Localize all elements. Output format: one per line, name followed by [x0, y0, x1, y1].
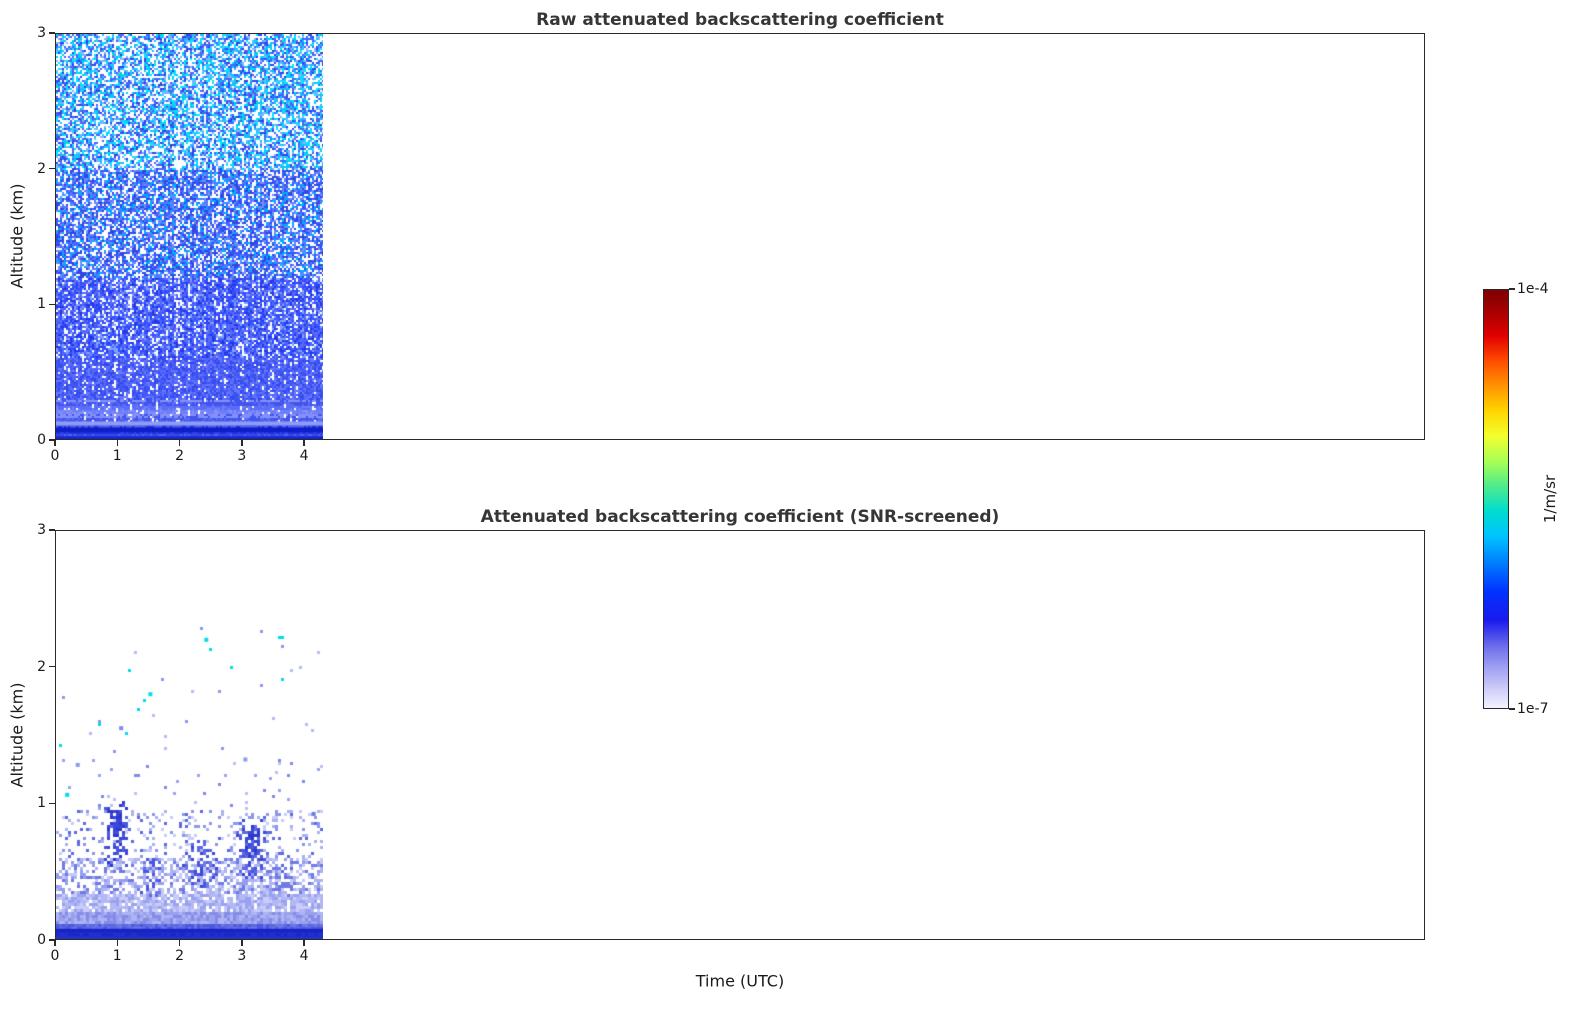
x-tick-mark: [303, 940, 305, 946]
x-tick-label: 3: [237, 448, 247, 464]
colorbar-max-label: 1e-4: [1517, 281, 1549, 297]
raw-panel-title: Raw attenuated backscattering coefficien…: [536, 10, 944, 30]
y-tick-label: 1: [37, 795, 46, 812]
colorbar-unit-label: 1/m/sr: [1541, 474, 1559, 524]
y-tick-label: 3: [37, 25, 46, 41]
x-tick-label: 0: [50, 948, 60, 964]
y-tick-mark: [49, 802, 55, 805]
time-axis-label: Time (UTC): [695, 971, 785, 991]
x-tick-label: 0: [50, 448, 60, 464]
screened-heatmap: [56, 531, 323, 939]
x-tick-mark: [241, 440, 243, 446]
raw-heatmap: [56, 34, 323, 439]
x-tick-mark: [54, 440, 56, 446]
raw-plot-area: [55, 33, 1425, 440]
colorbar-min-label: 1e-7: [1517, 701, 1549, 717]
y-tick-mark: [49, 303, 55, 306]
x-tick-mark: [178, 940, 181, 946]
x-tick-label: 4: [299, 948, 309, 964]
y-tick-label: 3: [37, 522, 46, 538]
y-tick-mark: [49, 32, 55, 34]
colorbar: [1483, 289, 1509, 709]
x-tick-label: 2: [175, 448, 184, 464]
x-tick-mark: [241, 940, 243, 946]
x-tick-mark: [303, 440, 305, 446]
x-tick-mark: [178, 440, 181, 446]
y-tick-label: 1: [37, 296, 46, 313]
y-tick-label: 0: [37, 432, 46, 448]
x-tick-label: 3: [237, 948, 247, 964]
y-tick-label: 2: [37, 160, 46, 177]
colorbar-tick-mark: [1509, 288, 1515, 290]
y-tick-label: 0: [37, 932, 46, 948]
x-tick-label: 1: [112, 448, 122, 464]
x-tick-label: 1: [112, 948, 122, 964]
x-tick-label: 2: [175, 948, 184, 964]
y-tick-mark: [49, 529, 55, 531]
y-tick-label: 2: [37, 658, 46, 675]
x-tick-label: 4: [299, 448, 309, 464]
screened-panel-title: Attenuated backscattering coefficient (S…: [480, 507, 1000, 527]
colorbar-tick-mark: [1509, 708, 1515, 710]
screened-plot-area: [55, 530, 1425, 940]
screened-altitude-axis-label: Altitude (km): [7, 682, 27, 788]
y-tick-mark: [49, 665, 55, 668]
x-tick-mark: [54, 940, 56, 946]
y-tick-mark: [49, 439, 55, 441]
x-tick-mark: [116, 940, 119, 946]
y-tick-mark: [49, 167, 55, 170]
x-tick-mark: [116, 440, 119, 446]
y-tick-mark: [49, 939, 55, 941]
raw-altitude-axis-label: Altitude (km): [7, 183, 27, 289]
